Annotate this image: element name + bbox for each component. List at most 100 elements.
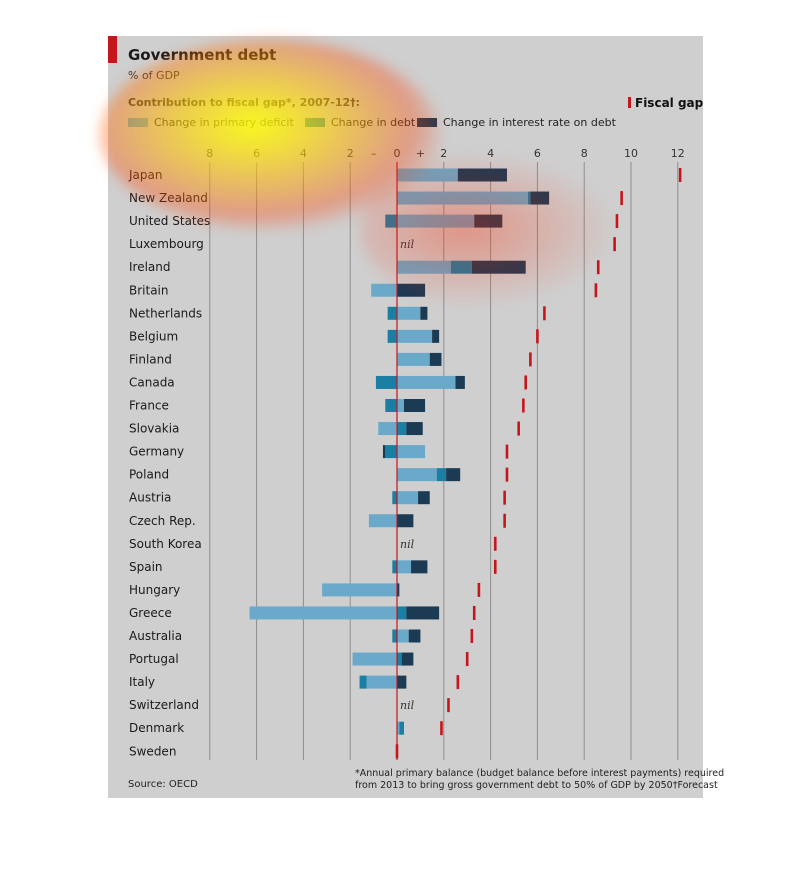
fiscal-gap-marker: [543, 306, 546, 321]
country-label: New Zealand: [129, 191, 208, 205]
country-label: Slovakia: [129, 422, 179, 436]
bar-segment: [387, 329, 397, 343]
bar-segment: [397, 675, 407, 689]
fiscal-gap-marker-icon: [628, 97, 631, 108]
bar-segment: [446, 468, 461, 482]
bar-segment: [471, 260, 526, 274]
fiscal-gap-marker: [440, 721, 443, 736]
bar-segment: [450, 260, 472, 274]
bar-segment: [397, 283, 426, 297]
bar-segment: [397, 514, 414, 528]
bar-segment: [397, 560, 412, 574]
fiscal-gap-marker: [596, 260, 600, 275]
bar-segment: [397, 191, 529, 205]
country-label: France: [129, 399, 169, 413]
bar-segment: [397, 168, 458, 182]
country-label: Spain: [129, 560, 163, 574]
x-tick-label: +: [416, 147, 425, 160]
country-label: Netherlands: [129, 306, 202, 320]
bar-segment: [382, 445, 386, 459]
bar-segment: [399, 721, 405, 735]
country-label: South Korea: [129, 537, 202, 551]
fiscal-gap-marker: [594, 283, 598, 298]
bar-segment: [378, 422, 397, 436]
fiscal-gap-legend: Fiscal gap: [628, 96, 703, 110]
fiscal-gap-marker: [620, 191, 623, 206]
fiscal-gap-marker: [615, 214, 619, 229]
country-label: Canada: [129, 375, 175, 389]
bar-segment: [392, 560, 397, 574]
bar-segment: [392, 491, 397, 505]
bar-segment: [371, 283, 397, 297]
fiscal-gap-marker: [536, 329, 539, 344]
country-label: Belgium: [129, 329, 178, 343]
bar-segment: [322, 583, 397, 597]
x-tick-label: 12: [671, 147, 685, 160]
country-label: Portugal: [129, 652, 179, 666]
bar-segment: [368, 514, 397, 528]
footnote-line-2-row: from 2013 to bring gross government debt…: [355, 780, 718, 792]
fiscal-gap-marker: [505, 444, 509, 459]
country-label: Italy: [129, 675, 155, 689]
footnote-line-1: *Annual primary balance (budget balance …: [355, 768, 725, 779]
fiscal-gap-marker: [465, 652, 469, 667]
fiscal-gap-marker: [472, 605, 476, 620]
bar-segment: [397, 306, 421, 320]
fiscal-gap-marker: [517, 421, 520, 436]
country-label: Switzerland: [129, 698, 199, 712]
bar-segment: [375, 375, 397, 389]
fiscal-gap-marker: [447, 698, 450, 713]
country-label: Poland: [129, 468, 169, 482]
footnote-forecast: †Forecast: [672, 780, 718, 791]
bar-segment: [397, 629, 409, 643]
country-label: Czech Rep.: [129, 514, 196, 528]
fiscal-gap-legend-label: Fiscal gap: [635, 96, 704, 110]
fiscal-gap-marker: [477, 582, 481, 597]
bar-segment: [387, 306, 397, 320]
bar-segment: [528, 191, 531, 205]
nil-label: nil: [400, 699, 415, 712]
bar-segment: [385, 445, 397, 459]
x-tick-label: 2: [440, 147, 447, 160]
bar-segment: [401, 652, 414, 666]
country-label: Sweden: [129, 744, 176, 758]
bar-segment: [397, 606, 407, 620]
fiscal-gap-marker: [503, 490, 506, 505]
bar-segment: [406, 606, 440, 620]
bar-segment: [385, 399, 397, 412]
bar-segment: [457, 168, 507, 182]
x-tick-label: 6: [534, 147, 541, 160]
bar-segment: [397, 375, 456, 389]
x-tick-label: 4: [487, 147, 494, 160]
country-label: Germany: [129, 445, 184, 459]
bar-segment: [432, 329, 440, 343]
fiscal-gap-marker: [456, 675, 460, 690]
fiscal-gap-marker: [613, 237, 616, 252]
bar-segment: [408, 629, 421, 643]
bar-segment: [392, 629, 397, 643]
bar-segment: [455, 375, 465, 389]
bar-segment: [397, 445, 426, 459]
bar-segment: [397, 491, 419, 505]
bar-segment: [418, 491, 430, 505]
country-label: Greece: [129, 606, 172, 620]
bar-segment: [429, 352, 442, 366]
bar-segment: [385, 214, 397, 228]
fiscal-gap-marker: [470, 629, 474, 643]
nil-label: nil: [400, 238, 415, 251]
country-label: United States: [129, 214, 210, 228]
x-tick-label: 8: [581, 147, 588, 160]
fiscal-gap-marker: [678, 168, 682, 182]
legend-label-interest-rate: Change in interest rate on debt: [443, 115, 616, 129]
bar-segment: [397, 214, 475, 228]
bar-segment: [366, 675, 397, 689]
fiscal-gap-marker: [505, 467, 509, 482]
bar-segment: [404, 399, 426, 412]
bar-segment: [359, 675, 367, 689]
x-tick-label: 0: [394, 147, 401, 160]
country-label: Ireland: [129, 260, 171, 274]
x-tick-label: 8: [206, 147, 213, 160]
footnote: *Annual primary balance (budget balance …: [355, 768, 724, 792]
country-label: Japan: [128, 168, 162, 182]
